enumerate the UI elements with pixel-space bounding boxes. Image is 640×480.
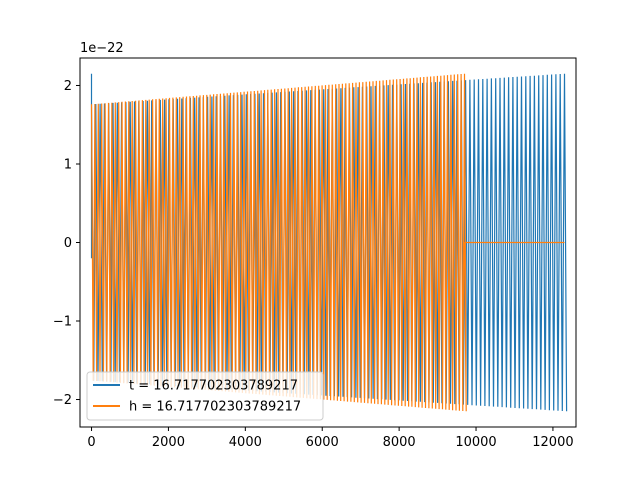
x-tick-label: 0 (87, 435, 95, 450)
x-tick-label: 6000 (306, 435, 339, 450)
legend-label-1: h = 16.717702303789217 (129, 400, 301, 415)
y-tick-label: 2 (64, 79, 72, 94)
legend-box (86, 371, 324, 421)
x-tick-label: 10000 (455, 435, 496, 450)
y-tick-label: −2 (53, 393, 72, 408)
series-line-1 (90, 73, 565, 412)
y-tick-label: 1 (64, 157, 72, 172)
x-tick-label: 4000 (229, 435, 262, 450)
x-axis: 0 2000 4000 6000 8000 10000 12000 (87, 427, 574, 450)
legend-label-0: t = 16.717702303789217 (129, 379, 298, 394)
series-layer (90, 73, 568, 412)
x-tick-label: 2000 (152, 435, 185, 450)
x-tick-label: 8000 (383, 435, 416, 450)
y-tick-label: −1 (53, 315, 72, 330)
x-tick-label: 12000 (532, 435, 573, 450)
y-axis: −2 −1 0 1 2 (53, 79, 80, 408)
y-tick-label: 0 (64, 236, 72, 251)
y-offset-label: 1e−22 (80, 41, 124, 56)
legend: t = 16.717702303789217 h = 16.71770230378… (86, 371, 324, 421)
